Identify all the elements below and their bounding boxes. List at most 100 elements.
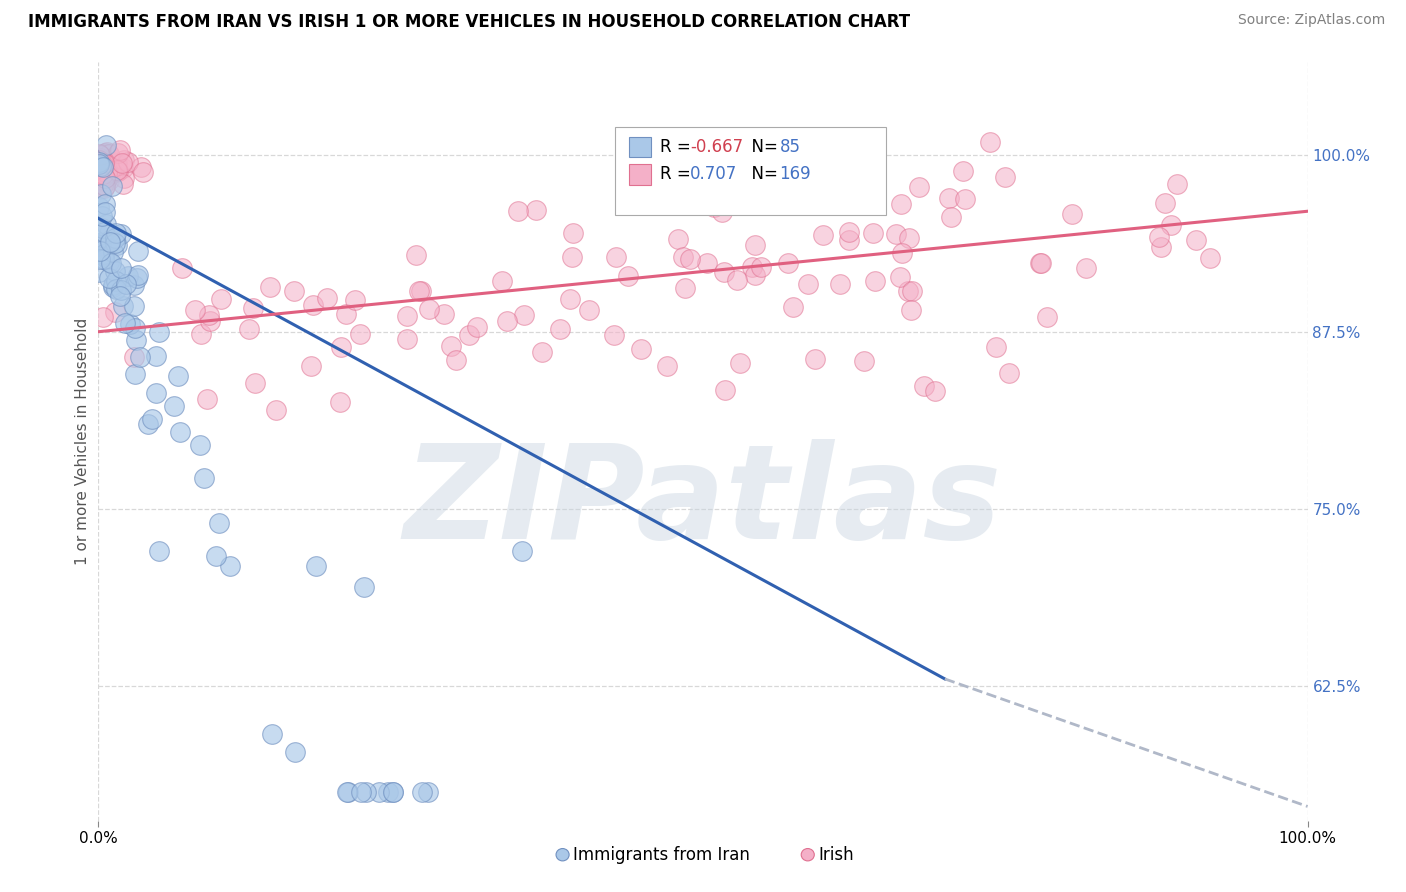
Point — [465, 320, 488, 334]
Point — [112, 177, 135, 191]
Point — [166, 369, 188, 384]
Point — [838, 225, 860, 239]
Point — [1199, 251, 1222, 265]
Point — [104, 226, 127, 240]
Point — [548, 322, 571, 336]
Point — [912, 379, 935, 393]
Point — [90, 238, 112, 252]
Point — [900, 284, 922, 298]
Point — [89, 153, 111, 168]
Point — [1029, 256, 1052, 270]
Point — [93, 169, 115, 183]
Text: Immigrants from Iran: Immigrants from Iran — [574, 846, 751, 863]
Point — [94, 217, 117, 231]
Point — [148, 544, 170, 558]
Point — [838, 233, 860, 247]
Point — [90, 168, 112, 182]
Point — [953, 192, 976, 206]
Point — [122, 300, 145, 314]
Point — [259, 280, 281, 294]
Point — [284, 745, 307, 759]
Point — [336, 785, 359, 799]
Point — [561, 250, 583, 264]
Point — [94, 204, 117, 219]
Point — [89, 173, 111, 187]
Point — [107, 146, 129, 161]
Point — [136, 417, 159, 431]
Point — [343, 293, 366, 308]
Point — [104, 157, 127, 171]
Point — [91, 169, 114, 183]
Point — [105, 163, 128, 178]
Point — [89, 252, 111, 267]
Point — [526, 203, 548, 218]
Point — [862, 226, 884, 240]
Point — [93, 179, 115, 194]
Point — [349, 326, 371, 341]
Point — [110, 283, 132, 297]
Point — [94, 138, 117, 153]
Point — [744, 268, 766, 282]
Point — [408, 284, 430, 298]
Point — [89, 153, 111, 168]
Point — [243, 376, 266, 390]
Point — [93, 178, 115, 192]
Point — [283, 284, 305, 298]
Point — [122, 350, 145, 364]
Point — [93, 161, 115, 175]
Point — [124, 321, 146, 335]
Point — [90, 155, 112, 169]
Point — [713, 265, 735, 279]
Point — [1184, 233, 1206, 247]
Point — [852, 354, 875, 368]
Point — [405, 248, 427, 262]
Point — [382, 785, 405, 799]
Point — [100, 256, 122, 270]
Point — [205, 549, 228, 563]
Point — [418, 301, 440, 316]
Point — [93, 160, 115, 174]
Point — [129, 350, 152, 364]
Point — [87, 161, 110, 176]
Point — [1166, 177, 1188, 191]
Point — [89, 151, 111, 165]
Text: N=: N= — [741, 138, 783, 156]
Point — [96, 145, 118, 160]
Point — [89, 157, 111, 171]
Point — [97, 226, 120, 240]
Point — [458, 327, 481, 342]
Point — [299, 359, 322, 374]
Point — [353, 580, 375, 594]
Point — [105, 238, 128, 252]
Point — [512, 309, 534, 323]
Point — [104, 281, 127, 295]
Point — [797, 277, 820, 291]
Point — [100, 164, 122, 178]
Point — [103, 277, 125, 292]
Point — [89, 182, 111, 196]
Point — [114, 316, 136, 330]
Point — [162, 399, 184, 413]
Point — [96, 160, 118, 174]
Point — [672, 251, 695, 265]
Point — [728, 356, 751, 370]
Point — [744, 238, 766, 252]
Point — [617, 269, 640, 284]
Point — [104, 231, 127, 245]
Point — [952, 164, 974, 178]
Text: Source: ZipAtlas.com: Source: ZipAtlas.com — [1237, 13, 1385, 28]
Point — [110, 289, 132, 303]
Point — [104, 305, 127, 319]
Point — [145, 349, 167, 363]
Point — [368, 785, 391, 799]
Point — [89, 167, 111, 181]
Point — [264, 402, 287, 417]
Point — [91, 167, 114, 181]
Point — [104, 164, 127, 178]
Point — [89, 157, 111, 171]
Point — [1147, 229, 1170, 244]
Point — [218, 558, 240, 573]
Point — [148, 325, 170, 339]
Point — [114, 277, 136, 291]
Point — [897, 284, 920, 298]
